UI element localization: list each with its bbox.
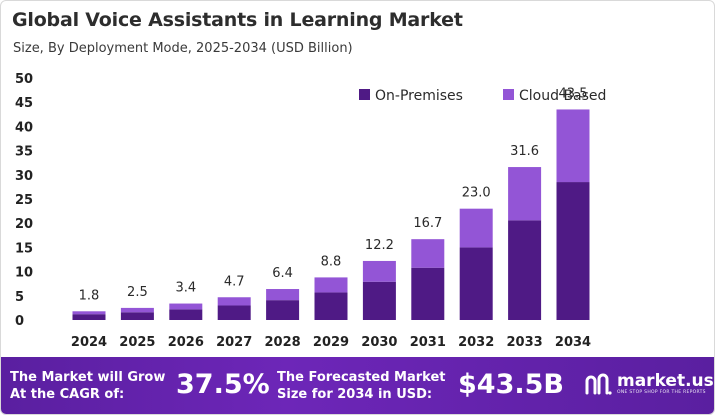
bar-on-premises-2024: [72, 314, 106, 320]
total-label-2029: 8.8: [321, 254, 342, 269]
bar-on-premises-2029: [314, 292, 348, 320]
y-tick-label: 40: [15, 120, 33, 135]
legend-swatch-cloud-based: [503, 89, 514, 100]
y-tick-label: 20: [15, 217, 33, 232]
cagr-label: The Market will Grow At the CAGR of:: [10, 370, 166, 402]
x-axis: 2024 2025 2026 2027 2028 2029 2030 2031 2032 2033…: [71, 335, 591, 350]
total-label-2031: 16.7: [413, 216, 442, 231]
market-us-logo-icon: [585, 373, 612, 395]
chart-title: Global Voice Assistants in Learning Mark…: [12, 9, 463, 31]
bar-cloud-based-2025: [120, 307, 154, 313]
x-tick-label-2025: 2025: [119, 335, 155, 350]
bar-cloud-based-2028: [266, 289, 300, 301]
bar-on-premises-2026: [169, 309, 203, 320]
bar-cloud-based-2033: [508, 167, 542, 221]
bar-cloud-based-2030: [362, 260, 396, 282]
y-tick-label: 50: [15, 72, 33, 87]
legend-swatch-on-premises: [359, 89, 370, 100]
total-labels: 1.8 2.5 3.4 4.7 6.4 8.8 12.2 16.7 23.0 31.6 43.5: [79, 86, 588, 303]
y-axis: 0 5 10 15 20 25 30 35 40 45 50: [15, 72, 33, 329]
bar-cloud-based-2034: [556, 109, 590, 183]
x-tick-label-2027: 2027: [216, 335, 252, 350]
y-tick-label: 35: [15, 145, 33, 160]
y-tick-label: 5: [15, 290, 24, 305]
x-tick-label-2030: 2030: [361, 335, 397, 350]
y-tick-label: 30: [15, 169, 33, 184]
bar-cloud-based-2024: [72, 311, 106, 315]
y-tick-label: 25: [15, 193, 33, 208]
x-tick-label-2033: 2033: [507, 335, 543, 350]
footer-banner: The Market will Grow At the CAGR of: 37.…: [1, 357, 714, 414]
x-tick-label-2026: 2026: [168, 335, 204, 350]
bar-on-premises-2034: [556, 182, 590, 320]
bar-on-premises-2031: [411, 267, 445, 320]
y-tick-label: 10: [15, 266, 33, 281]
bars-group: [72, 109, 590, 320]
x-tick-label-2029: 2029: [313, 335, 349, 350]
brand-logo[interactable]: market.us ONE STOP SHOP FOR THE REPORTS: [583, 371, 714, 397]
total-label-2027: 4.7: [224, 274, 245, 289]
x-tick-label-2032: 2032: [458, 335, 494, 350]
x-tick-label-2024: 2024: [71, 335, 107, 350]
bar-cloud-based-2029: [314, 277, 348, 293]
total-label-2030: 12.2: [365, 238, 394, 253]
y-tick-label: 45: [15, 96, 33, 111]
y-tick-label: 0: [15, 314, 24, 329]
total-label-2033: 31.6: [510, 144, 539, 159]
y-tick-label: 15: [15, 241, 33, 256]
chart-subtitle: Size, By Deployment Mode, 2025-2034 (USD…: [13, 41, 353, 56]
bar-on-premises-2030: [362, 281, 396, 320]
bar-cloud-based-2026: [169, 303, 203, 310]
x-tick-label-2034: 2034: [555, 335, 591, 350]
bar-on-premises-2025: [120, 312, 154, 320]
legend-label-on-premises: On-Premises: [375, 88, 463, 104]
bar-on-premises-2032: [459, 247, 493, 320]
bar-cloud-based-2027: [217, 297, 251, 306]
bar-on-premises-2028: [266, 300, 300, 320]
total-label-2025: 2.5: [127, 285, 148, 300]
total-label-2028: 6.4: [272, 266, 293, 281]
forecast-label: The Forecasted Market Size for 2034 in U…: [277, 370, 446, 402]
bar-cloud-based-2032: [459, 208, 493, 248]
x-tick-label-2031: 2031: [410, 335, 446, 350]
brand-tagline: ONE STOP SHOP FOR THE REPORTS: [617, 390, 706, 395]
total-label-2032: 23.0: [462, 186, 491, 201]
legend-label-cloud-based: Cloud Based: [519, 88, 606, 104]
total-label-2024: 1.8: [79, 288, 100, 303]
bar-on-premises-2027: [217, 305, 251, 320]
forecast-value: $43.5B: [458, 369, 564, 400]
x-tick-label-2028: 2028: [265, 335, 301, 350]
bar-on-premises-2033: [508, 220, 542, 320]
legend: On-Premises Cloud Based: [359, 88, 606, 104]
brand-name: market.us: [617, 371, 714, 391]
total-label-2034: 43.5: [559, 86, 588, 101]
bar-cloud-based-2031: [411, 239, 445, 268]
total-label-2026: 3.4: [175, 281, 196, 296]
cagr-value: 37.5%: [176, 369, 270, 400]
